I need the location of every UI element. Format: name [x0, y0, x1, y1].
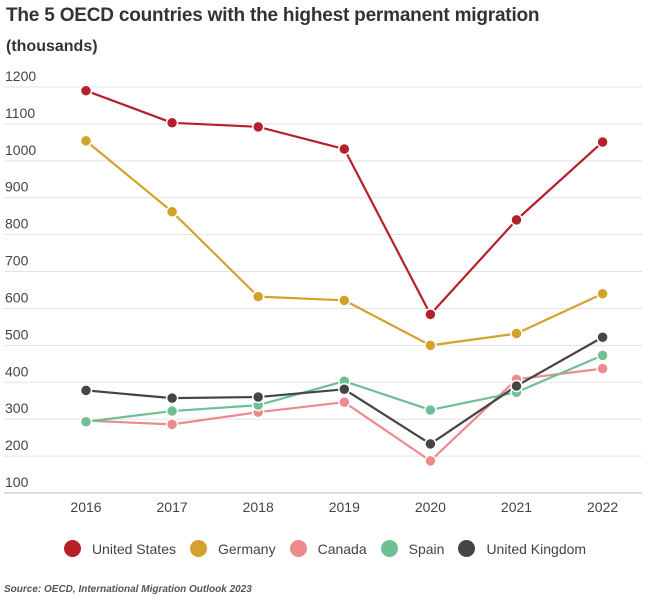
y-tick-label: 1000: [5, 142, 36, 158]
data-point-united-states[interactable]: [424, 308, 437, 321]
data-point-united-states[interactable]: [596, 135, 609, 149]
legend-item-canada[interactable]: Canada: [289, 540, 367, 557]
data-point-united-states[interactable]: [165, 116, 179, 130]
x-tick-label: 2022: [587, 499, 618, 515]
y-tick-label: 800: [5, 216, 29, 232]
legend-marker-icon: [458, 540, 476, 557]
x-tick-label: 2021: [501, 499, 532, 515]
legend-item-germany[interactable]: Germany: [190, 540, 276, 557]
data-point-united-kingdom[interactable]: [165, 391, 179, 405]
legend-label: Germany: [218, 540, 276, 557]
data-point-canada[interactable]: [165, 418, 179, 431]
legend-marker-icon: [190, 540, 207, 557]
data-point-spain[interactable]: [165, 404, 179, 418]
data-point-united-states[interactable]: [79, 84, 93, 97]
data-point-germany[interactable]: [510, 327, 523, 340]
y-tick-label: 300: [5, 400, 29, 416]
data-point-united-kingdom[interactable]: [338, 383, 351, 396]
series-line-germany: [85, 140, 604, 347]
legend-marker-icon: [380, 540, 398, 557]
data-point-germany[interactable]: [338, 294, 351, 307]
data-point-united-kingdom[interactable]: [510, 379, 523, 393]
legend-item-spain[interactable]: Spain: [380, 540, 445, 557]
y-tick-label: 200: [5, 437, 29, 453]
line-chart: 100200300400500600700800900100011001200 …: [4, 68, 642, 515]
legend-label: United States: [91, 540, 176, 557]
data-point-germany[interactable]: [251, 290, 265, 303]
source-note: Source: OECD, International Migration Ou…: [4, 584, 252, 595]
chart-subtitle: (thousands): [6, 38, 98, 55]
data-point-spain[interactable]: [79, 415, 93, 429]
data-point-germany[interactable]: [79, 134, 93, 148]
legend: United States Germany Canada Spain United Ki…: [0, 540, 650, 557]
data-point-canada[interactable]: [338, 395, 351, 409]
data-point-canada[interactable]: [424, 454, 437, 468]
legend-marker-icon: [63, 540, 81, 557]
series-points: [79, 84, 609, 468]
y-tick-label: 500: [5, 326, 29, 342]
x-tick-label: 2017: [157, 499, 188, 515]
y-tick-label: 700: [5, 253, 29, 269]
legend-marker-icon: [289, 540, 307, 557]
legend-label: Canada: [317, 540, 367, 557]
legend-item-united-kingdom[interactable]: United Kingdom: [458, 540, 586, 557]
y-tick-label: 900: [5, 179, 29, 195]
x-axis-ticks: 2016 2017 2018 2019 2020 2021 2022: [70, 499, 618, 515]
data-point-germany[interactable]: [424, 339, 437, 352]
data-point-germany[interactable]: [596, 287, 609, 300]
x-tick-label: 2019: [329, 499, 360, 515]
data-point-canada[interactable]: [596, 362, 609, 375]
data-point-united-states[interactable]: [338, 142, 351, 156]
data-point-spain[interactable]: [596, 349, 609, 362]
chart-title: The 5 OECD countries with the highest pe…: [6, 5, 540, 26]
legend-label: Spain: [408, 540, 445, 557]
data-point-united-kingdom[interactable]: [424, 437, 437, 451]
legend-label: United Kingdom: [486, 540, 587, 557]
data-point-united-kingdom[interactable]: [596, 330, 609, 344]
y-tick-label: 400: [5, 363, 29, 379]
data-point-spain[interactable]: [424, 403, 437, 417]
y-tick-label: 1200: [5, 68, 36, 84]
data-point-united-kingdom[interactable]: [79, 384, 93, 397]
legend-item-united-states[interactable]: United States: [63, 540, 176, 557]
y-axis-ticks: 100 200 300 400 500 600 700 800 900 1000 1100 1200: [5, 68, 36, 490]
gridlines: [4, 86, 642, 494]
data-point-germany[interactable]: [165, 205, 179, 219]
data-point-united-states[interactable]: [510, 213, 523, 227]
y-tick-label: 100: [5, 474, 29, 490]
x-tick-label: 2018: [243, 499, 274, 515]
x-tick-label: 2020: [415, 499, 446, 515]
data-point-united-kingdom[interactable]: [251, 390, 265, 404]
x-tick-label: 2016: [70, 499, 101, 515]
y-tick-label: 1100: [5, 105, 35, 121]
data-point-united-states[interactable]: [251, 120, 265, 134]
y-tick-label: 600: [5, 289, 29, 305]
